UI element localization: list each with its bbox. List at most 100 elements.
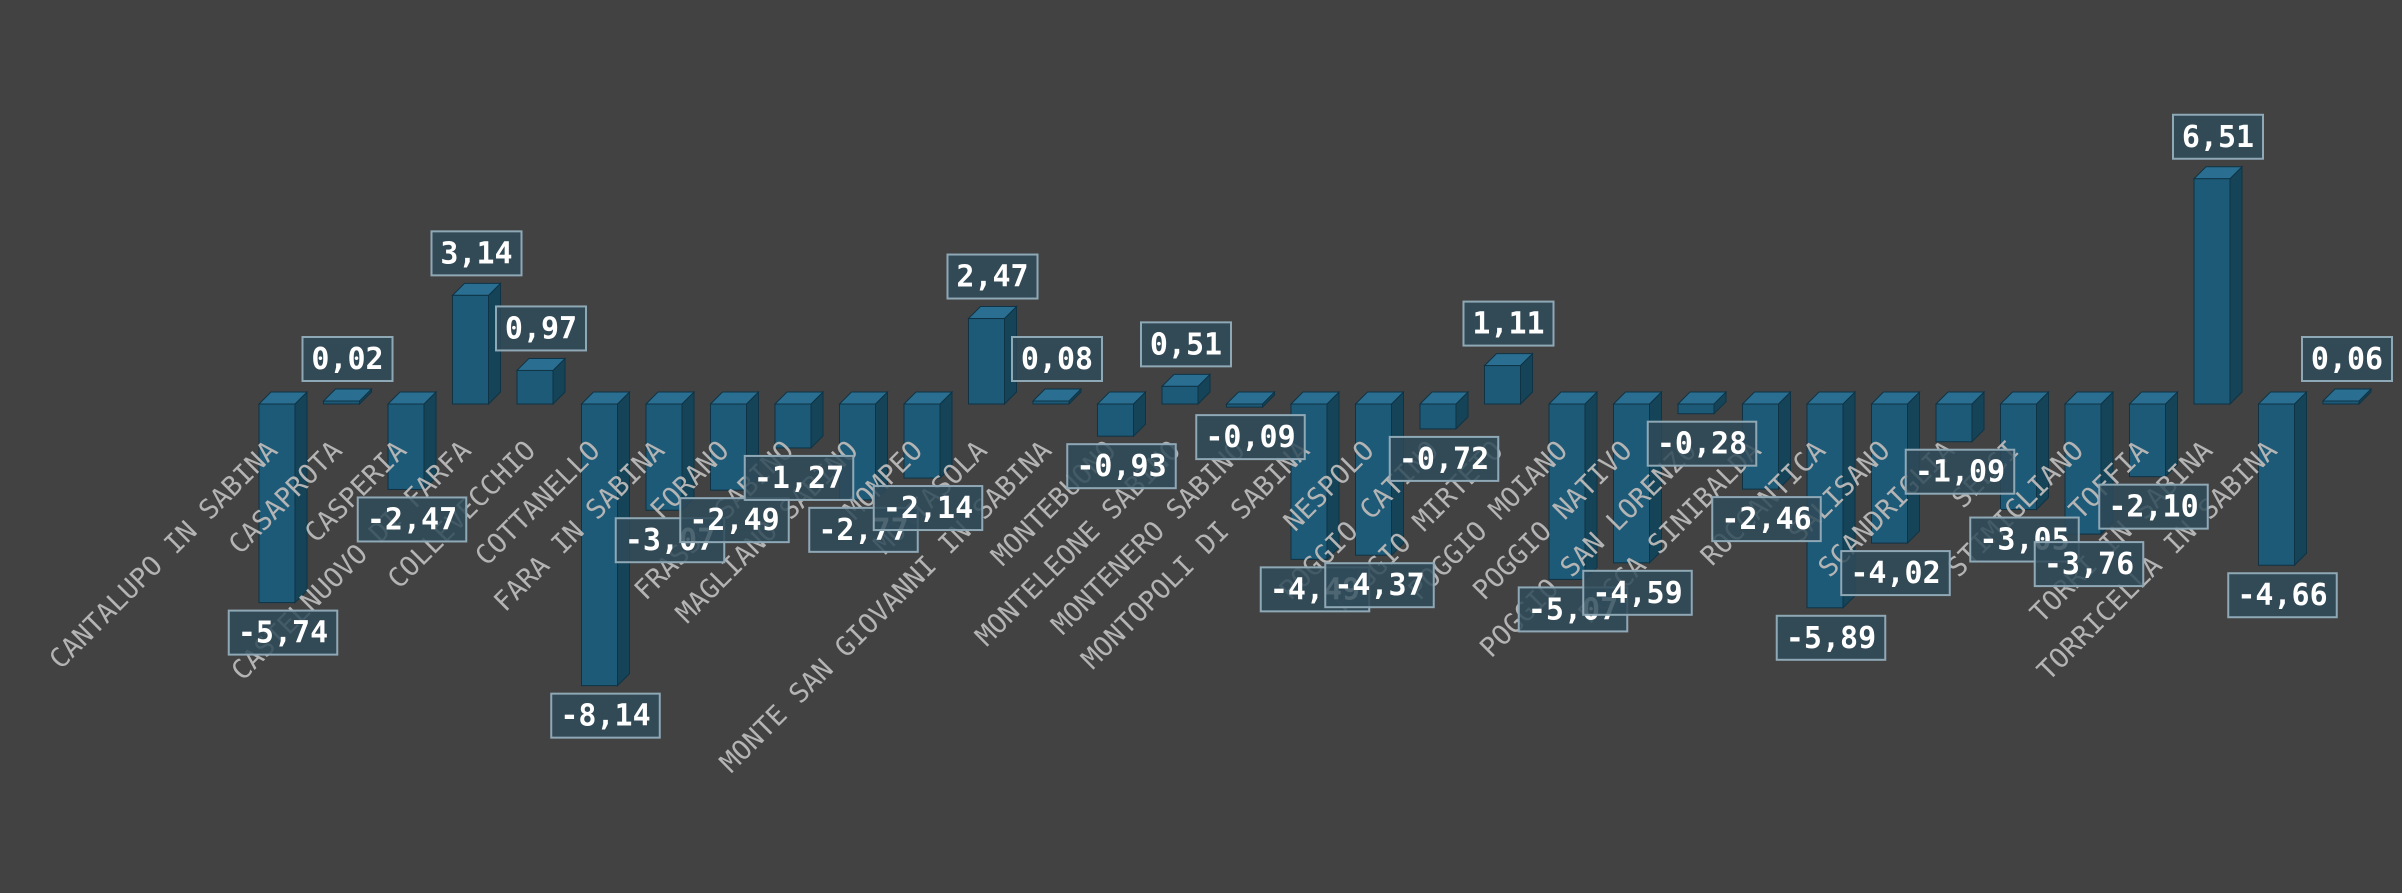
bar-group <box>1676 390 1728 415</box>
bar <box>1871 403 1908 544</box>
bar-group <box>2128 390 2179 478</box>
bars-layer <box>257 165 2373 687</box>
data-label: -2,49 <box>689 503 779 538</box>
data-label: 0,51 <box>1150 327 1222 362</box>
data-label-group: -2,46 <box>1711 496 1822 543</box>
bar-group <box>902 390 954 480</box>
data-label-box <box>430 230 523 277</box>
data-label-group: -5,89 <box>1775 614 1887 661</box>
data-label-box <box>495 305 587 352</box>
data-label-box <box>872 485 984 532</box>
data-label: -1,09 <box>1915 455 2005 490</box>
data-label: -4,37 <box>1334 568 1424 603</box>
bar-group <box>1870 390 1921 545</box>
bar <box>774 403 812 449</box>
data-label-box <box>679 497 790 544</box>
data-label-box <box>1582 569 1693 616</box>
data-label: 6,51 <box>2182 120 2254 155</box>
bar-group <box>967 305 1018 406</box>
data-label: 0,06 <box>2311 342 2383 377</box>
data-label: -0,72 <box>1399 442 1489 477</box>
data-label-group: -1,27 <box>743 454 855 501</box>
data-label-group: -2,14 <box>872 485 984 532</box>
data-label-box <box>1646 420 1758 467</box>
bar-group <box>2192 165 2244 406</box>
data-label-box <box>1388 435 1500 482</box>
bar <box>1548 403 1586 580</box>
data-label-box <box>1840 550 1951 597</box>
data-label: 0,08 <box>1021 342 1093 377</box>
data-label-box <box>2033 541 2145 588</box>
bar <box>968 318 1005 405</box>
bar <box>2193 178 2231 405</box>
data-label-group: -4,02 <box>1840 550 1951 597</box>
data-label: 1,11 <box>1472 307 1544 342</box>
bar <box>516 369 554 405</box>
data-label-group: -0,28 <box>1646 420 1758 467</box>
bar <box>452 294 489 405</box>
bar <box>1032 400 1070 405</box>
data-label-group: 3,14 <box>430 230 523 277</box>
bar <box>1484 365 1521 405</box>
data-label-group: 1,11 <box>1462 300 1555 347</box>
bar <box>2322 400 2360 405</box>
bar-group <box>1418 390 1470 431</box>
data-label-group: 0,02 <box>301 336 394 382</box>
data-label: 3,14 <box>440 236 512 271</box>
data-label-group: -4,66 <box>2227 572 2338 619</box>
bar <box>1613 403 1650 564</box>
bar <box>1419 403 1457 430</box>
data-label: -2,10 <box>2108 490 2198 525</box>
data-label-group: -2,49 <box>679 497 790 544</box>
data-label: 0,97 <box>505 311 577 346</box>
data-label-group: 2,47 <box>946 253 1039 300</box>
data-label-group: 0,51 <box>1140 321 1232 368</box>
data-label-box <box>1775 614 1887 661</box>
bar <box>387 403 425 490</box>
data-label-group: -4,37 <box>1324 562 1435 609</box>
bar <box>1161 385 1199 405</box>
value-labels-layer: -5,740,02-2,473,140,97-8,14-3,07-2,49-1,… <box>227 113 2393 739</box>
bar <box>645 403 683 511</box>
bar <box>2129 403 2166 478</box>
bar-group <box>2257 390 2308 567</box>
data-label-box <box>1140 321 1232 368</box>
bar-group <box>257 390 309 604</box>
data-label: -1,27 <box>754 461 844 496</box>
bar <box>1677 403 1715 415</box>
data-label-box <box>743 454 855 501</box>
bar <box>2064 403 2102 535</box>
data-label-group: -2,47 <box>356 496 468 543</box>
bar <box>1097 403 1134 437</box>
data-label-group: -2,10 <box>2098 483 2209 530</box>
data-label: -8,14 <box>560 699 650 734</box>
data-label: 0,02 <box>311 342 383 377</box>
bar-group <box>1547 390 1599 581</box>
data-label-box <box>2098 483 2209 530</box>
bar <box>710 403 747 491</box>
data-label-box <box>301 336 394 382</box>
bar-group <box>644 390 696 512</box>
data-label-group: 0,08 <box>1011 336 1103 382</box>
data-label: -2,46 <box>1721 502 1811 537</box>
data-label-group: -0,09 <box>1195 414 1306 461</box>
data-label-box <box>1195 414 1306 461</box>
data-label-box <box>2301 336 2393 382</box>
data-label-box <box>550 692 661 739</box>
data-label: -4,66 <box>2237 578 2327 613</box>
bar <box>1226 403 1263 408</box>
bar <box>1355 403 1392 556</box>
data-label: 2,47 <box>956 260 1028 295</box>
bar-group <box>515 357 567 406</box>
data-label: -2,14 <box>883 491 973 526</box>
bar <box>2258 403 2295 566</box>
data-label-box <box>946 253 1039 300</box>
data-label: -5,89 <box>1786 621 1876 656</box>
bar-group <box>1225 390 1276 409</box>
data-label: -0,93 <box>1076 449 1166 484</box>
bar-group <box>1999 390 2050 511</box>
bar-side <box>2294 390 2307 567</box>
data-label: -3,76 <box>2044 547 2134 582</box>
